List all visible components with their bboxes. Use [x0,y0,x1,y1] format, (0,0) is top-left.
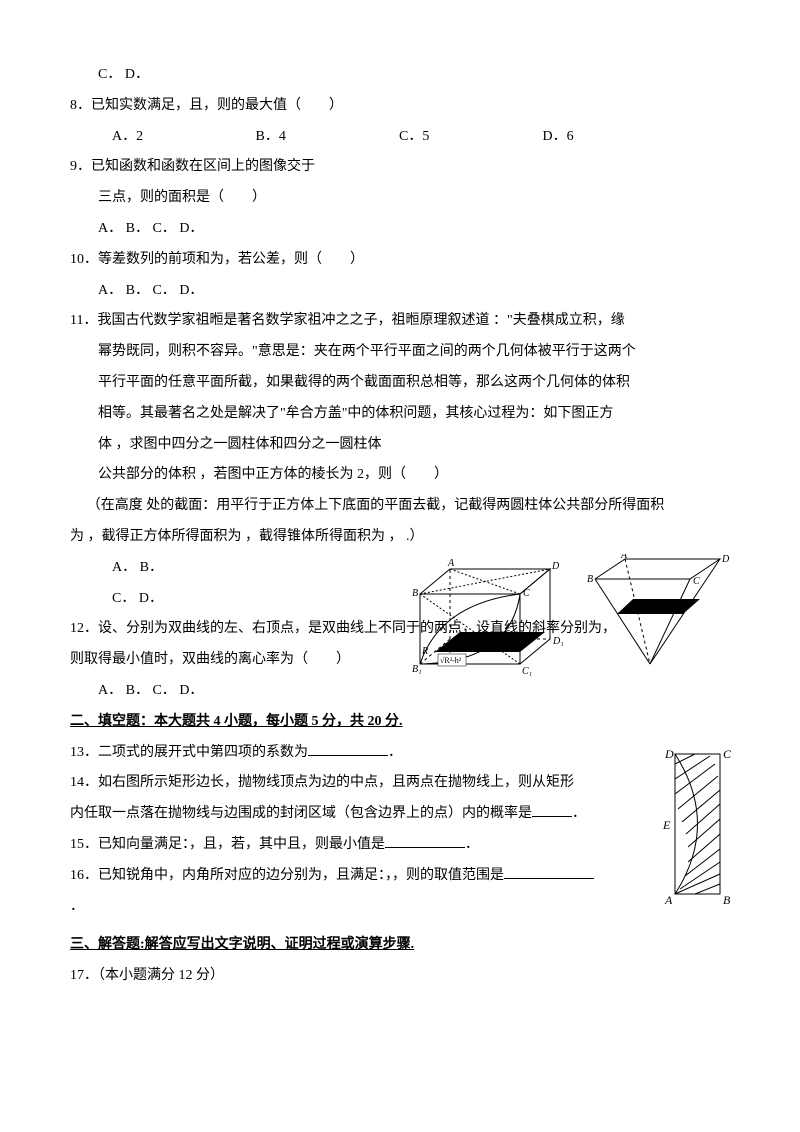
lbl-D: D [551,561,560,572]
p-lbl-C: C [693,576,700,587]
q15-blank [385,833,465,848]
q16-text: 16．已知锐角中，内角所对应的边分别为，且满足：，，则的取值范围是 [70,868,504,883]
q9-c: C． [152,221,175,236]
q17: 17．（本小题满分 12 分） [70,961,730,992]
q12-d: D． [179,683,203,698]
q11-l6: 公共部分的体积 ，若图中正方体的棱长为 2，则（ ） [70,460,730,491]
section2-title: 二、填空题：本大题共 4 小题，每小题 5 分，共 20 分. [70,707,730,738]
lbl-A: A [447,558,455,569]
q9-line2: 三点，则的面积是（ ） [70,183,730,214]
q11-l8: 为 ，截得正方体所得面积为 ，截得锥体所得面积为 ， .） [70,522,730,553]
lbl-C: C [523,588,530,599]
lbl-C1: C₁ [522,666,532,677]
q11-l3: 平行平面的任意平面所截，如果截得的两个截面面积总相等，那么这两个几何体的体积 [70,368,730,399]
q14-l2row: 内任取一点落在抛物线与边围成的封闭区域（包含边界上的点）内的概率是． [70,799,730,830]
q10-b: B． [126,283,149,298]
q16-period: ． [70,892,730,923]
q11-a: A． [112,560,136,575]
q11-figure: A D B C A₁ D₁ B₁ C₁ R √R²-h² A D B C [390,554,730,704]
q11-b: B． [140,560,163,575]
r-lbl-E: E [662,818,671,832]
q9-b: B． [126,221,149,236]
lbl-A1: A₁ [441,643,452,654]
q10-a: A． [98,283,122,298]
q14-l2: 内任取一点落在抛物线与边围成的封闭区域（包含边界上的点）内的概率是 [70,806,532,821]
r-lbl-D: D [664,747,674,761]
q7-choices: C． D． [70,60,730,91]
q8-c: C．5 [399,122,539,153]
q13-text: 13．二项式的展开式中第四项的系数为 [70,745,308,760]
r-lbl-A: A [664,893,673,907]
lbl-B1: B₁ [412,664,422,675]
q11-l5: 体 ，求图中四分之一圆柱体和四分之一圆柱体 [70,430,730,461]
q13: 13．二项式的展开式中第四项的系数为． [70,738,730,769]
q11-c: C． [112,591,135,606]
q9-choices: A． B． C． D． [70,214,730,245]
r-lbl-C: C [723,747,732,761]
lbl-D1: D₁ [552,636,564,647]
q8-choices: A．2 B．4 C．5 D．6 [70,122,730,153]
section3-title: 三、解答题:解答应写出文字说明、证明过程或演算步骤. [70,930,730,961]
sqrt-note: √R²-h² [440,656,462,665]
q15-text: 15．已知向量满足：，且，若，其中且，则最小值是 [70,837,385,852]
q9-d: D． [179,221,203,236]
p-lbl-A: A [620,554,628,561]
q8-stem: 8．已知实数满足，且，则的最大值（ ） [70,91,730,122]
q14-blank [532,802,572,817]
q10-choices: A． B． C． D． [70,276,730,307]
q8-a: A．2 [112,122,252,153]
p-lbl-B: B [587,574,593,585]
q11-l7: （在高度 处的截面：用平行于正方体上下底面的平面去截，记截得两圆柱体公共部分所得… [70,491,730,522]
q10-stem: 10．等差数列的前项和为，若公差，则（ ） [70,245,730,276]
q12-a: A． [98,683,122,698]
lbl-R: R [421,646,428,657]
q7-c: C． [98,67,121,82]
p-lbl-D: D [721,554,730,565]
q9-a: A． [98,221,122,236]
q10-c: C． [152,283,175,298]
lbl-B: B [412,588,418,599]
q14-figure: D C E A B [660,744,740,914]
q9-stem: 9．已知函数和函数在区间上的图像交于 [70,152,730,183]
r-lbl-B: B [723,893,731,907]
q11-l2: 幂势既同，则积不容异。"意思是：夹在两个平行平面之间的两个几何体被平行于这两个 [70,337,730,368]
q11-l4: 相等。其最著名之处是解决了"牟合方盖"中的体积问题，其核心过程为：如下图正方 [70,399,730,430]
q15: 15．已知向量满足：，且，若，其中且，则最小值是． [70,830,730,861]
q16-blank [504,864,594,879]
q12-c: C． [152,683,175,698]
q8-b: B．4 [256,122,396,153]
q8-d: D．6 [543,122,574,153]
q12-b: B． [126,683,149,698]
q14-l1: 14．如右图所示矩形边长，抛物线顶点为边的中点，且两点在抛物线上，则从矩形 [70,768,730,799]
q14-svg: D C E A B [660,744,740,914]
q16: 16．已知锐角中，内角所对应的边分别为，且满足：，，则的取值范围是 [70,861,730,892]
q10-d: D． [179,283,203,298]
q11-svg: A D B C A₁ D₁ B₁ C₁ R √R²-h² A D B C [390,554,730,704]
q7-d: D． [125,67,149,82]
q13-blank [308,741,388,756]
q11-d: D． [139,591,163,606]
q11-l1: 11．我国古代数学家祖暅是著名数学家祖冲之之子，祖暅原理叙述道 ："夫叠棋成立积… [70,306,730,337]
